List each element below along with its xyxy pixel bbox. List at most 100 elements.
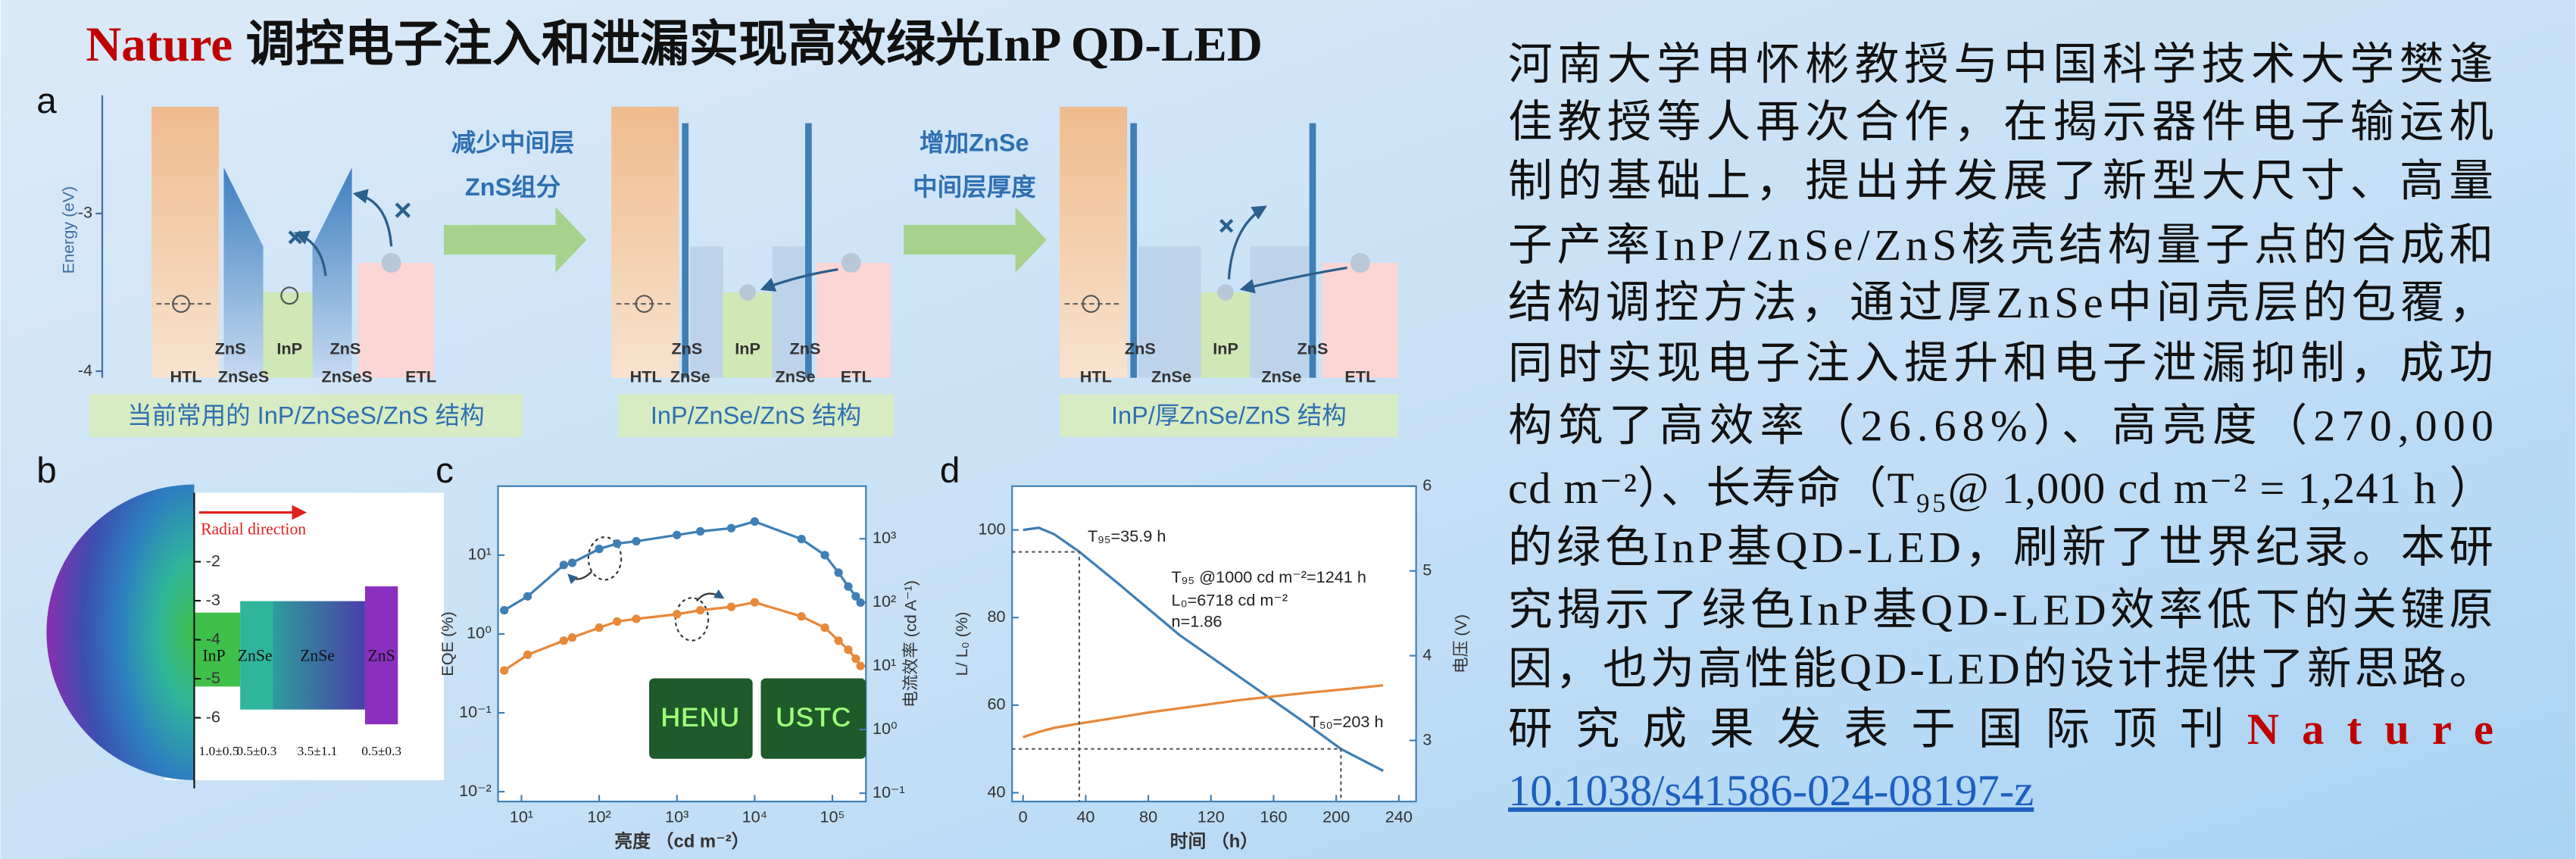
layer-label: ZnS	[215, 339, 246, 358]
arrow	[1227, 205, 1267, 280]
electron	[381, 252, 401, 273]
axis-pointer	[567, 570, 592, 585]
x-axis-label: 时间 （h）	[1170, 832, 1259, 852]
layer-label: ZnS	[1125, 339, 1156, 358]
layer-label: ZnSe	[1151, 367, 1191, 386]
shell-band	[223, 167, 264, 378]
data-point	[851, 592, 860, 601]
annotation: n=1.86	[1172, 612, 1222, 631]
shell-band	[772, 246, 806, 378]
layer-label: ZnSe	[238, 646, 273, 664]
znse-layer	[240, 601, 273, 710]
step-label: 减少中间层	[451, 129, 575, 156]
layer-label: ETL	[405, 367, 436, 386]
arrow	[352, 189, 393, 247]
panel-label: d	[940, 451, 960, 491]
data-point	[844, 645, 853, 654]
hole	[635, 295, 654, 314]
layer-label: ZnSe	[300, 646, 335, 664]
thickness-label: 0.5±0.3	[236, 744, 276, 758]
y-tick-label: -5	[206, 668, 220, 687]
inset-photo	[760, 678, 866, 759]
x-tick-label: 120	[1197, 807, 1225, 826]
y-tick-label: 10¹	[468, 545, 492, 564]
axis-pointer	[696, 589, 725, 602]
shell-band	[1309, 123, 1316, 378]
data-point	[567, 558, 577, 567]
panel-label: c	[436, 451, 454, 491]
paragraph-line: 究揭示了绿色InP基QD-LED效率低下的关键原	[1508, 585, 2493, 634]
arrow	[293, 230, 327, 276]
data-point	[834, 568, 843, 577]
x-tick-label: 0	[1019, 807, 1028, 826]
x-tick-label: 10¹	[510, 807, 533, 826]
data-point	[632, 614, 641, 623]
layer-label: ZnSe	[670, 367, 710, 386]
data-point	[559, 636, 568, 645]
hole	[1082, 295, 1101, 314]
y-axis-label: EQE (%)	[438, 611, 457, 676]
layer-label: ETL	[1344, 367, 1375, 386]
data-point	[595, 544, 604, 554]
inp-band	[263, 292, 313, 378]
annotation: L₀=6718 cd m⁻²	[1172, 590, 1288, 609]
electron	[841, 252, 861, 273]
y-tick-label: 40	[987, 782, 1005, 801]
step-arrow	[904, 207, 1047, 273]
step-label: ZnS组分	[465, 173, 561, 201]
data-point	[695, 606, 705, 615]
data-point	[567, 633, 577, 642]
inp-band	[723, 292, 773, 378]
data-point	[523, 650, 532, 660]
layer-label: ZnSeS	[218, 367, 269, 386]
data-point	[750, 598, 759, 607]
doi-link[interactable]: 10.1038/s41586-024-08197-z	[1508, 766, 2034, 815]
title: Nature 调控电子注入和泄漏实现高效绿光InP QD-LED	[86, 17, 1262, 72]
caption-box	[1060, 394, 1398, 437]
plot-area	[1011, 485, 1417, 803]
y2-tick-label: 10³	[873, 528, 896, 547]
paragraph-line: 因，也为高性能QD-LED的设计提供了新思路。	[1508, 644, 2493, 693]
series-marker	[587, 536, 623, 581]
zns-layer	[364, 586, 398, 725]
data-point	[673, 610, 682, 619]
layer-label: ZnSe	[776, 367, 816, 386]
core-shell	[46, 484, 445, 789]
x-tick-label: 200	[1322, 807, 1350, 826]
band-diagrams	[101, 95, 1398, 378]
shell-band	[1250, 246, 1310, 378]
electron	[1350, 252, 1370, 273]
arrow	[1239, 266, 1347, 294]
y-tick-label: -3	[206, 590, 220, 609]
x-tick-label: 10⁵	[820, 807, 845, 826]
title-journal: Nature	[86, 17, 233, 72]
y2-tick-label: 4	[1422, 645, 1432, 664]
shell-band	[312, 167, 352, 378]
y2-axis-label: 电压 (V)	[1451, 614, 1470, 673]
annotation: T₉₅ @1000 cd m⁻²=1241 h	[1172, 567, 1366, 586]
etl-band	[817, 262, 891, 378]
thickness-label: 3.5±1.1	[298, 744, 338, 758]
layer-label: InP	[1213, 339, 1238, 358]
data-point	[559, 561, 568, 570]
step-label: 中间层厚度	[913, 173, 1036, 201]
y2-tick-label: 10⁰	[873, 719, 898, 738]
y-tick-label: 10⁰	[467, 623, 492, 642]
layer-label: HTL	[630, 367, 662, 386]
data-point	[834, 636, 843, 645]
hole	[172, 295, 191, 314]
paragraph-line: 的绿色InP基QD-LED，刷新了世界纪录。本研	[1508, 523, 2493, 572]
shell-band	[1130, 123, 1138, 378]
layer-label: ZnS	[329, 339, 361, 358]
data-point	[844, 582, 853, 591]
y2-tick-label: 10⁻¹	[873, 782, 905, 801]
etl-band	[1322, 262, 1398, 378]
y-tick-label: -4	[206, 629, 220, 648]
block-mark	[288, 202, 411, 245]
exciton	[280, 286, 299, 305]
x-tick-label: 10³	[665, 807, 688, 826]
step-label: 增加ZnSe	[920, 129, 1029, 156]
caption-box	[89, 394, 523, 437]
layer-label: InP	[276, 339, 302, 358]
